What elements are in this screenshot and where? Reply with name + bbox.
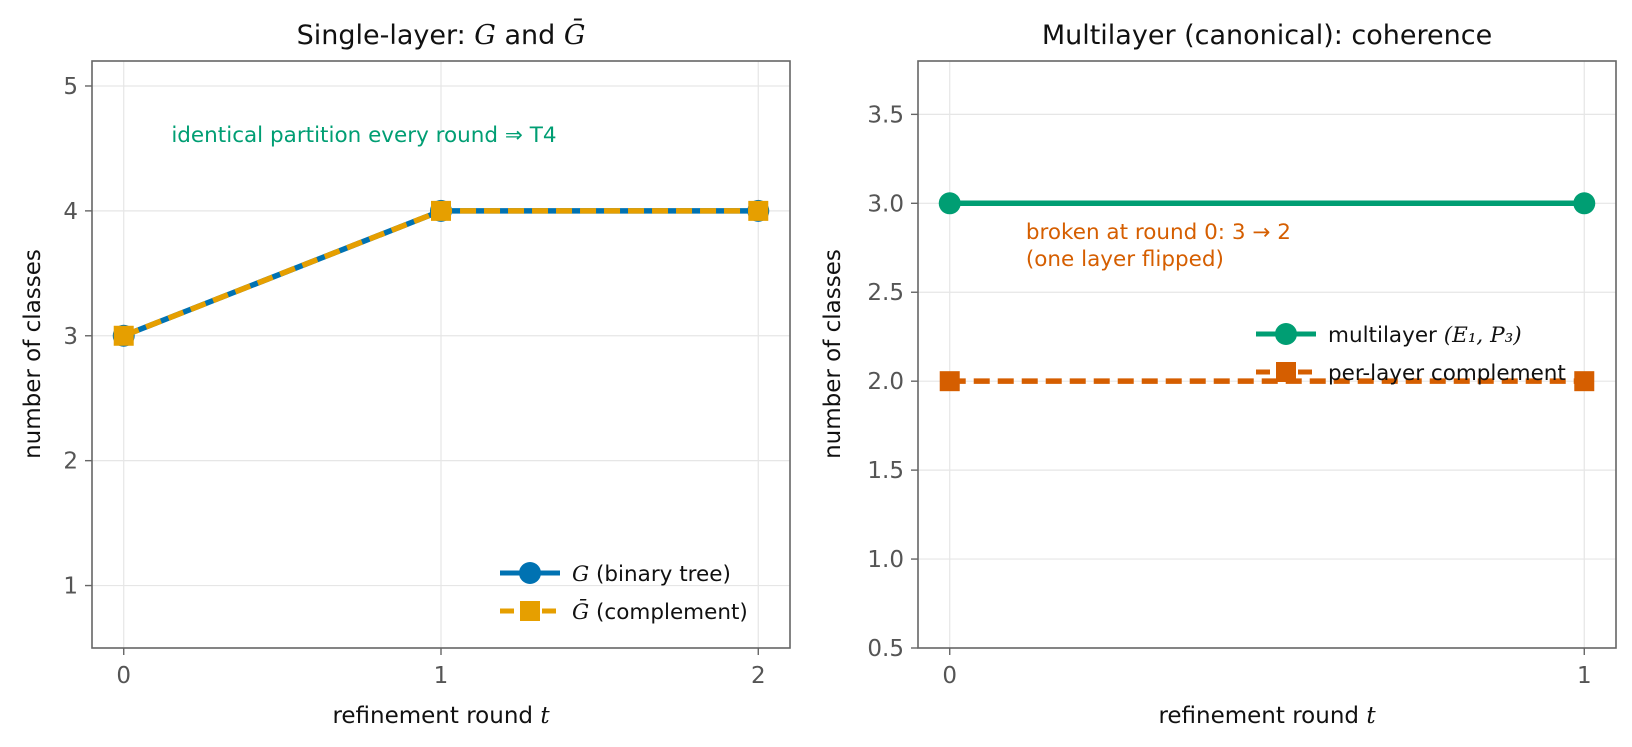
x-tick-label: 1 xyxy=(434,663,449,689)
right-chart-series xyxy=(938,192,1596,392)
y-tick-label: 2.5 xyxy=(867,280,904,306)
legend-label-multilayer: multilayer (E₁, P₃) xyxy=(1328,323,1522,348)
right-chart-ticks: 0 1 0.5 1.0 1.5 2.0 2.5 3.0 3.5 xyxy=(867,102,1591,689)
right-chart-annotation-line-1: broken at round 0: 3 → 2 xyxy=(1026,220,1291,245)
right-chart-annotation: broken at round 0: 3 → 2 (one layer flip… xyxy=(1026,220,1291,272)
x-tick-label: 0 xyxy=(942,663,957,689)
y-tick-label: 2 xyxy=(63,449,78,475)
y-tick-label: 4 xyxy=(63,199,78,225)
right-chart-ylabel: number of classes xyxy=(820,249,846,459)
right-chart-annotation-line-2: (one layer flipped) xyxy=(1026,247,1224,272)
y-tick-label: 5 xyxy=(63,74,78,100)
legend-label-complement: per-layer complement xyxy=(1328,361,1566,386)
y-tick-label: 1.0 xyxy=(867,547,904,573)
y-tick-label: 0.5 xyxy=(867,636,904,662)
right-chart-xlabel: refinement round t xyxy=(1158,703,1376,729)
series-1-point xyxy=(113,325,134,346)
right-chart-grid xyxy=(918,61,1616,649)
left-chart-xlabel: refinement round t xyxy=(332,703,550,729)
series-0-point xyxy=(938,192,961,215)
left-chart-panel: 0 1 2 1 2 3 4 5 Single-layer: G and Ḡ refinemen… xyxy=(20,17,791,729)
y-tick-label: 3.5 xyxy=(867,102,904,128)
left-chart-grid xyxy=(92,61,790,648)
left-chart-ticks: 0 1 2 1 2 3 4 5 xyxy=(63,74,765,689)
series-1-point xyxy=(939,371,960,392)
legend-marker-gbar xyxy=(520,601,540,621)
left-chart-ylabel: number of classes xyxy=(20,249,46,459)
y-tick-label: 1.5 xyxy=(867,458,904,484)
legend-label-gbar: Ḡ (complement) xyxy=(572,598,748,625)
y-tick-label: 3.0 xyxy=(867,191,904,217)
right-chart-frame xyxy=(917,60,1617,649)
left-chart-title: Single-layer: G and Ḡ xyxy=(297,17,586,51)
left-chart-legend: G (binary tree) Ḡ (complement) xyxy=(500,562,748,625)
y-tick-label: 1 xyxy=(63,574,78,600)
y-tick-label: 2.0 xyxy=(867,369,904,395)
right-chart-panel: 0 1 0.5 1.0 1.5 2.0 2.5 3.0 3.5 Multilayer (cano… xyxy=(820,20,1617,729)
series-0-point xyxy=(1573,192,1596,215)
right-chart-title: Multilayer (canonical): coherence xyxy=(1042,20,1492,51)
series-1-point xyxy=(748,200,769,221)
legend-label-g: G (binary tree) xyxy=(572,562,731,587)
legend-marker-g xyxy=(519,562,541,584)
series-1-point xyxy=(1574,371,1595,392)
y-tick-label: 3 xyxy=(63,324,78,350)
legend-marker-multilayer xyxy=(1275,323,1297,345)
x-tick-label: 2 xyxy=(751,663,766,689)
left-chart-series xyxy=(112,199,770,347)
left-chart-annotation: identical partition every round ⇒ T4 xyxy=(171,123,556,148)
x-tick-label: 1 xyxy=(1577,663,1592,689)
series-1-point xyxy=(431,200,451,221)
legend-marker-complement xyxy=(1276,362,1296,382)
x-tick-label: 0 xyxy=(116,663,131,689)
right-chart-legend: multilayer (E₁, P₃) per-layer complement xyxy=(1256,323,1566,386)
